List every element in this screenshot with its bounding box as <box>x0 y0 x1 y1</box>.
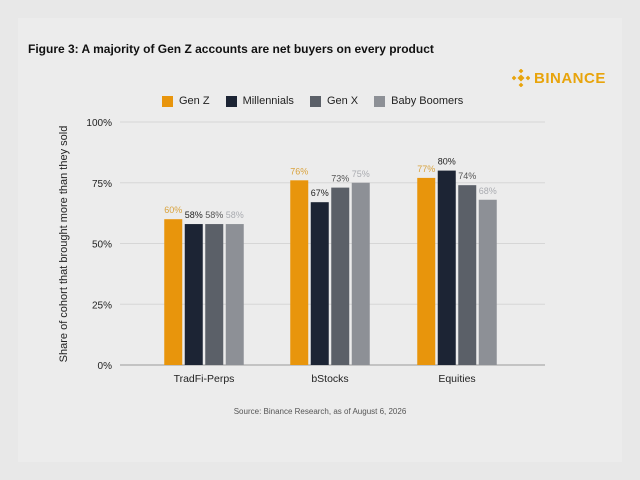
bar-millennials-bstocks <box>310 202 329 365</box>
bar-baby-boomers-tradfi-perps <box>225 224 244 365</box>
legend-item-millennials: Millennials <box>225 95 294 107</box>
binance-logo: BINANCE <box>512 69 606 87</box>
x-tick-label: TradFi-Perps <box>174 373 235 385</box>
bar-baby-boomers-equities <box>478 199 497 365</box>
data-label: 58% <box>205 210 223 220</box>
bar-gen-z-equities <box>417 177 436 365</box>
data-label: 60% <box>164 205 182 215</box>
legend-label-gen-x: Gen X <box>326 95 359 107</box>
bar-baby-boomers-bstocks <box>351 182 370 365</box>
data-label: 74% <box>458 171 476 181</box>
legend-swatch-gen-x <box>309 95 321 107</box>
data-label: 76% <box>290 166 308 176</box>
bar-gen-x-equities <box>458 185 477 365</box>
legend-swatch-gen-z <box>162 95 173 107</box>
source-note: Source: Binance Research, as of August 6… <box>233 407 407 416</box>
data-label: 77% <box>417 164 435 174</box>
legend-item-gen-z: Gen Z <box>162 95 210 107</box>
legend-label-gen-z: Gen Z <box>179 95 210 107</box>
legend-item-baby-boomers: Baby Boomers <box>374 95 463 107</box>
bar-gen-z-bstocks <box>290 180 309 365</box>
data-label: 58% <box>226 210 244 220</box>
y-tick-label: 75% <box>92 179 112 190</box>
logo-text: BINANCE <box>534 69 606 87</box>
y-tick-label: 100% <box>86 118 112 129</box>
data-label: 58% <box>185 210 203 220</box>
bar-gen-x-tradfi-perps <box>205 224 224 365</box>
legend-swatch-millennials <box>225 95 237 107</box>
legend-label-baby-boomers: Baby Boomers <box>391 95 464 107</box>
data-label: 75% <box>352 169 370 179</box>
data-label: 73% <box>331 174 349 184</box>
chart-legend: Gen Z Millennials Gen X Baby Boomers <box>162 95 479 107</box>
data-label: 80% <box>438 157 456 167</box>
legend-item-gen-x: Gen X <box>309 95 359 107</box>
binance-diamond-icon <box>512 69 530 87</box>
bar-millennials-tradfi-perps <box>184 224 203 365</box>
bar-gen-x-bstocks <box>331 187 350 365</box>
legend-swatch-baby-boomers <box>374 95 386 107</box>
y-tick-label: 25% <box>92 300 112 311</box>
bar-gen-z-tradfi-perps <box>164 219 183 365</box>
x-tick-label: Equities <box>438 373 475 385</box>
y-tick-label: 50% <box>92 240 112 251</box>
bar-millennials-equities <box>437 170 456 365</box>
y-tick-label: 0% <box>98 361 113 372</box>
x-tick-label: bStocks <box>311 373 348 385</box>
data-label: 68% <box>479 186 497 196</box>
legend-label-millennials: Millennials <box>242 95 294 107</box>
chart-title: Figure 3: A majority of Gen Z accounts a… <box>28 42 434 56</box>
data-label: 67% <box>311 188 329 198</box>
